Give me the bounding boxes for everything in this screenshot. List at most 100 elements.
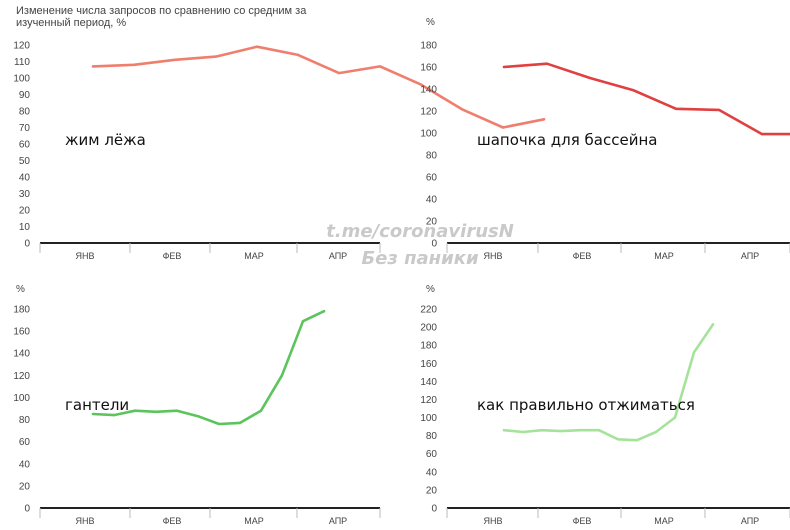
data-point (673, 416, 677, 419)
y-tick-label: 40 (19, 459, 31, 470)
data-point (717, 108, 721, 112)
y-tick-label: 80 (426, 431, 438, 442)
x-tick-label: МАР (654, 251, 674, 261)
y-tick-label: 0 (431, 504, 437, 515)
y-tick-label: 100 (13, 393, 30, 404)
x-tick-label: МАР (654, 516, 674, 526)
data-point (296, 53, 300, 57)
data-point (175, 409, 179, 412)
chart-panel-2: 0 20 40 60 80 100 120 140 160 180% ЯНВ ФЕВ МАР АПР шап… (420, 17, 790, 261)
data-point (337, 71, 341, 75)
series-line (502, 62, 790, 136)
chart-caption: Изменение числа запросов по сравнению со… (16, 5, 307, 29)
watermark-link: t.me/coronavirusN (326, 221, 514, 242)
y-tick-label: 180 (420, 41, 437, 52)
y-tick-label: 20 (426, 485, 438, 496)
x-tick-label: ФЕВ (573, 251, 592, 261)
y-tick-label: 10 (19, 222, 31, 233)
data-point (588, 76, 592, 80)
y-tick-label: 200 (420, 323, 437, 334)
data-point (502, 429, 506, 432)
y-unit-label: % (426, 284, 435, 295)
data-point (674, 107, 678, 111)
data-point (133, 409, 137, 412)
data-point (654, 430, 658, 434)
y-tick-label: 0 (24, 239, 30, 250)
y-tick-label: 100 (420, 129, 437, 140)
y-tick-label: 40 (426, 195, 438, 206)
y-tick-label: 20 (426, 217, 438, 228)
series-line (91, 45, 546, 129)
data-point (521, 430, 525, 434)
y-tick-label: 120 (13, 41, 30, 52)
panel-title: шапочка для бассейна (477, 131, 657, 149)
y-tick-label: 60 (426, 173, 438, 184)
data-point (616, 438, 620, 441)
data-point (540, 429, 544, 432)
chart-panel-4: 0 20 40 60 80 100 120 140 160 180 200 220% ЯНВ ФЕВ МАР… (420, 284, 790, 526)
y-tick-label: 60 (426, 449, 438, 460)
y-tick-label: 90 (19, 90, 31, 101)
x-tick-label: ФЕВ (163, 516, 182, 526)
y-tick-label: 40 (19, 173, 31, 184)
y-tick-label: 160 (13, 327, 30, 338)
y-tick-label: 30 (19, 189, 31, 200)
y-tick-label: 110 (14, 57, 30, 68)
data-point (460, 108, 464, 111)
data-point (173, 58, 177, 62)
y-tick-label: 160 (420, 359, 437, 370)
y-tick-label: 160 (420, 63, 437, 74)
x-tick-label: ФЕВ (163, 251, 182, 261)
x-tick-label: МАР (244, 516, 264, 526)
x-tick-label: ФЕВ (573, 516, 592, 526)
data-point (502, 65, 506, 69)
data-point (217, 422, 221, 426)
data-point (760, 132, 764, 136)
y-tick-label: 120 (13, 371, 30, 382)
y-tick-label: 20 (19, 206, 31, 217)
data-point (112, 413, 116, 417)
y-tick-label: 100 (13, 74, 30, 85)
y-tick-label: 60 (19, 140, 31, 151)
data-point (280, 374, 284, 377)
x-tick-label: АПР (329, 251, 347, 261)
data-point (711, 323, 715, 326)
x-tick-label: ЯНВ (75, 251, 94, 261)
series-line (502, 323, 715, 442)
data-point (301, 319, 305, 323)
y-tick-label: 140 (420, 377, 437, 388)
series-line (91, 309, 326, 426)
data-point (542, 118, 546, 121)
y-unit-label: % (426, 17, 435, 28)
data-point (692, 351, 696, 354)
x-tick-label: ЯНВ (483, 516, 502, 526)
y-tick-label: 140 (13, 349, 30, 360)
panel-title: как правильно отжиматься (477, 396, 695, 414)
y-tick-label: 60 (19, 437, 31, 448)
y-tick-label: 80 (426, 151, 438, 162)
y-tick-label: 100 (420, 413, 437, 424)
y-tick-label: 80 (19, 107, 31, 118)
data-point (154, 410, 158, 414)
x-tick-label: АПР (741, 516, 759, 526)
data-point (559, 429, 563, 433)
data-point (91, 65, 95, 68)
y-tick-label: 0 (24, 504, 30, 515)
y-tick-label: 0 (431, 239, 437, 250)
data-point (501, 126, 505, 129)
y-tick-label: 20 (19, 481, 31, 492)
y-tick-label: 180 (420, 341, 437, 352)
y-tick-label: 50 (19, 156, 31, 167)
watermark-slogan: Без паники (361, 248, 479, 269)
chart-panel-3: 0 20 40 60 80 100 120 140 160 180% ЯНВ ФЕВ МАР АПР ган… (13, 284, 381, 526)
y-tick-label: 70 (19, 123, 31, 134)
data-point (132, 63, 136, 66)
y-tick-label: 120 (420, 107, 437, 118)
x-tick-label: ЯНВ (75, 516, 94, 526)
data-point (419, 83, 423, 86)
data-point (196, 415, 200, 418)
y-tick-label: 120 (420, 395, 437, 406)
data-point (378, 65, 382, 68)
x-tick-label: ЯНВ (483, 251, 502, 261)
